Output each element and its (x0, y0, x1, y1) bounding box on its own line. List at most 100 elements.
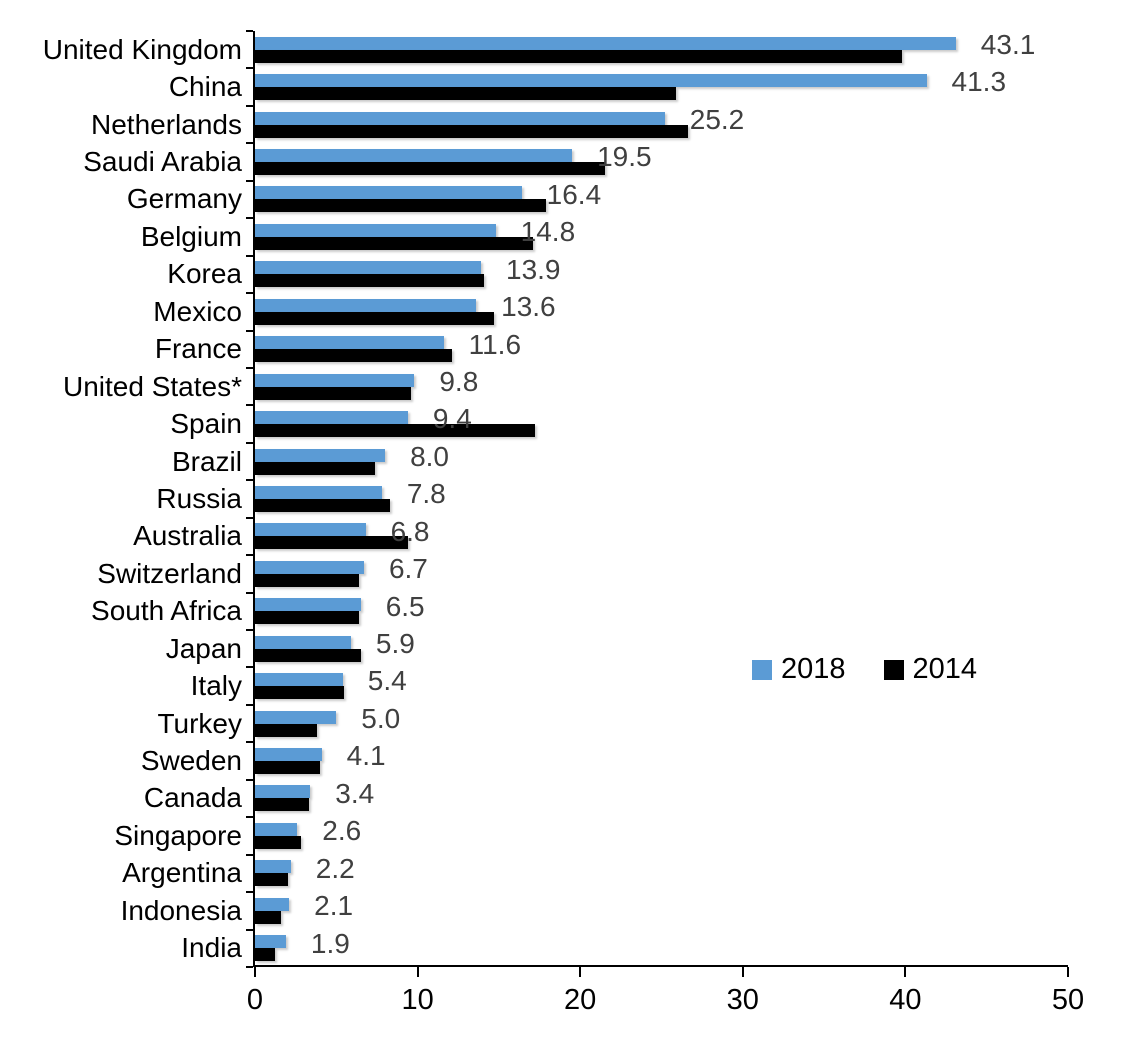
bar-2014 (255, 199, 547, 213)
bar-2014 (255, 498, 390, 512)
x-axis-tick-label: 50 (1051, 984, 1085, 1016)
y-axis-tick (246, 104, 253, 107)
y-axis-tick (246, 179, 253, 182)
y-axis-tick (246, 891, 253, 894)
bar-group-row: 14.8 (255, 218, 1068, 255)
category-label: Italy (190, 670, 242, 702)
y-axis-tick (246, 217, 253, 220)
y-axis-tick (246, 703, 253, 706)
category-label: Switzerland (97, 557, 242, 589)
bar-2014 (255, 49, 903, 63)
bar-2018 (255, 710, 337, 724)
category-label: United Kingdom (42, 33, 242, 65)
legend-swatch-2014-icon (883, 659, 904, 680)
y-axis-tick (246, 816, 253, 819)
bar-group-row: 6.7 (255, 555, 1068, 592)
bar-2018 (255, 298, 477, 312)
value-label: 9.4 (432, 403, 472, 435)
category-label: China (168, 71, 242, 103)
bar-group-row: 7.8 (255, 480, 1068, 517)
x-axis-tick-label: 0 (246, 984, 264, 1016)
bar-2018 (255, 635, 351, 649)
value-label: 5.0 (361, 702, 401, 734)
y-axis-tick (246, 516, 253, 519)
value-label: 2.2 (315, 852, 355, 884)
bar-group-row: 41.3 (255, 68, 1068, 105)
legend-item-2014: 2014 (883, 653, 978, 686)
legend-label-2014: 2014 (912, 653, 978, 685)
bar-2018 (255, 935, 286, 949)
value-label: 19.5 (597, 141, 652, 173)
category-label: Argentina (122, 857, 242, 889)
x-axis-tick-label: 30 (726, 984, 759, 1016)
value-label: 5.9 (375, 628, 415, 659)
value-label: 6.7 (388, 553, 428, 585)
legend: 2018 2014 (752, 653, 977, 686)
bar-group-row: 9.4 (255, 405, 1068, 442)
category-label: France (154, 333, 242, 365)
category-label: India (181, 932, 242, 964)
bar-2018 (255, 411, 408, 425)
bar-2018 (255, 485, 382, 499)
value-label: 43.1 (980, 29, 1036, 60)
value-label: 14.8 (520, 216, 576, 248)
value-label: 5.4 (367, 665, 407, 697)
value-label: 9.8 (439, 365, 479, 397)
value-label: 41.3 (951, 66, 1007, 98)
bar-group-row: 13.9 (255, 255, 1068, 293)
value-label: 11.6 (468, 328, 522, 360)
bar-2018 (255, 598, 361, 612)
bar-group-row: 13.6 (255, 293, 1068, 330)
bar-2018 (255, 261, 481, 275)
bar-2018 (255, 897, 290, 911)
bar-2018 (255, 111, 665, 125)
y-axis-tick (246, 329, 253, 332)
value-label: 16.4 (546, 178, 602, 210)
value-label: 3.4 (335, 777, 375, 809)
category-label: Australia (133, 520, 242, 552)
category-label: Mexico (153, 295, 242, 327)
bar-2018 (255, 822, 298, 836)
y-axis-tick (246, 853, 253, 856)
bar-2014 (255, 910, 282, 924)
bar-2018 (255, 673, 343, 687)
bar-group-row: 16.4 (255, 178, 1068, 218)
bar-2014 (255, 723, 317, 737)
bar-2014 (255, 274, 485, 288)
bar-group-row: 6.5 (255, 592, 1068, 630)
value-label: 1.9 (310, 927, 350, 959)
category-labels: United Kingdom China Netherlands Saudi Arab… (0, 31, 242, 967)
y-axis-tick (246, 554, 253, 557)
category-label: South Africa (91, 595, 242, 627)
bar-2014 (255, 948, 275, 962)
x-axis-tick-label: 20 (564, 984, 597, 1016)
category-label: Sweden (140, 745, 242, 777)
bar-2014 (255, 798, 309, 812)
legend-swatch-2018-icon (752, 659, 772, 680)
x-axis-tick (254, 967, 256, 977)
category-label: Saudi Arabia (83, 146, 242, 178)
y-axis-tick (246, 629, 253, 632)
category-label: Singapore (114, 819, 242, 851)
category-label: Netherlands (91, 108, 242, 140)
bar-group-row: 4.1 (255, 742, 1068, 779)
bar-group-row: 25.2 (255, 105, 1068, 143)
plot-rows: 43.1 41.3 25.2 19.5 16.4 14.8 13.9 13.6 11.6 9.8 9… (255, 31, 1068, 965)
x-axis-tick (904, 967, 907, 977)
bar-2014 (255, 835, 301, 849)
category-label: Brazil (171, 445, 242, 477)
value-label: 2.1 (314, 890, 354, 922)
category-label: Germany (126, 183, 242, 215)
bar-2014 (255, 761, 321, 775)
bar-2014 (255, 162, 605, 176)
bar-group-row: 5.0 (255, 702, 1068, 742)
bar-2018 (255, 785, 311, 799)
bar-2018 (255, 560, 364, 574)
bar-group-row: 2.6 (255, 817, 1068, 854)
bar-2018 (255, 149, 573, 163)
y-axis-tick (246, 404, 253, 407)
category-label: United States* (63, 370, 242, 402)
bar-2018 (255, 186, 522, 200)
bar-2014 (255, 648, 361, 662)
